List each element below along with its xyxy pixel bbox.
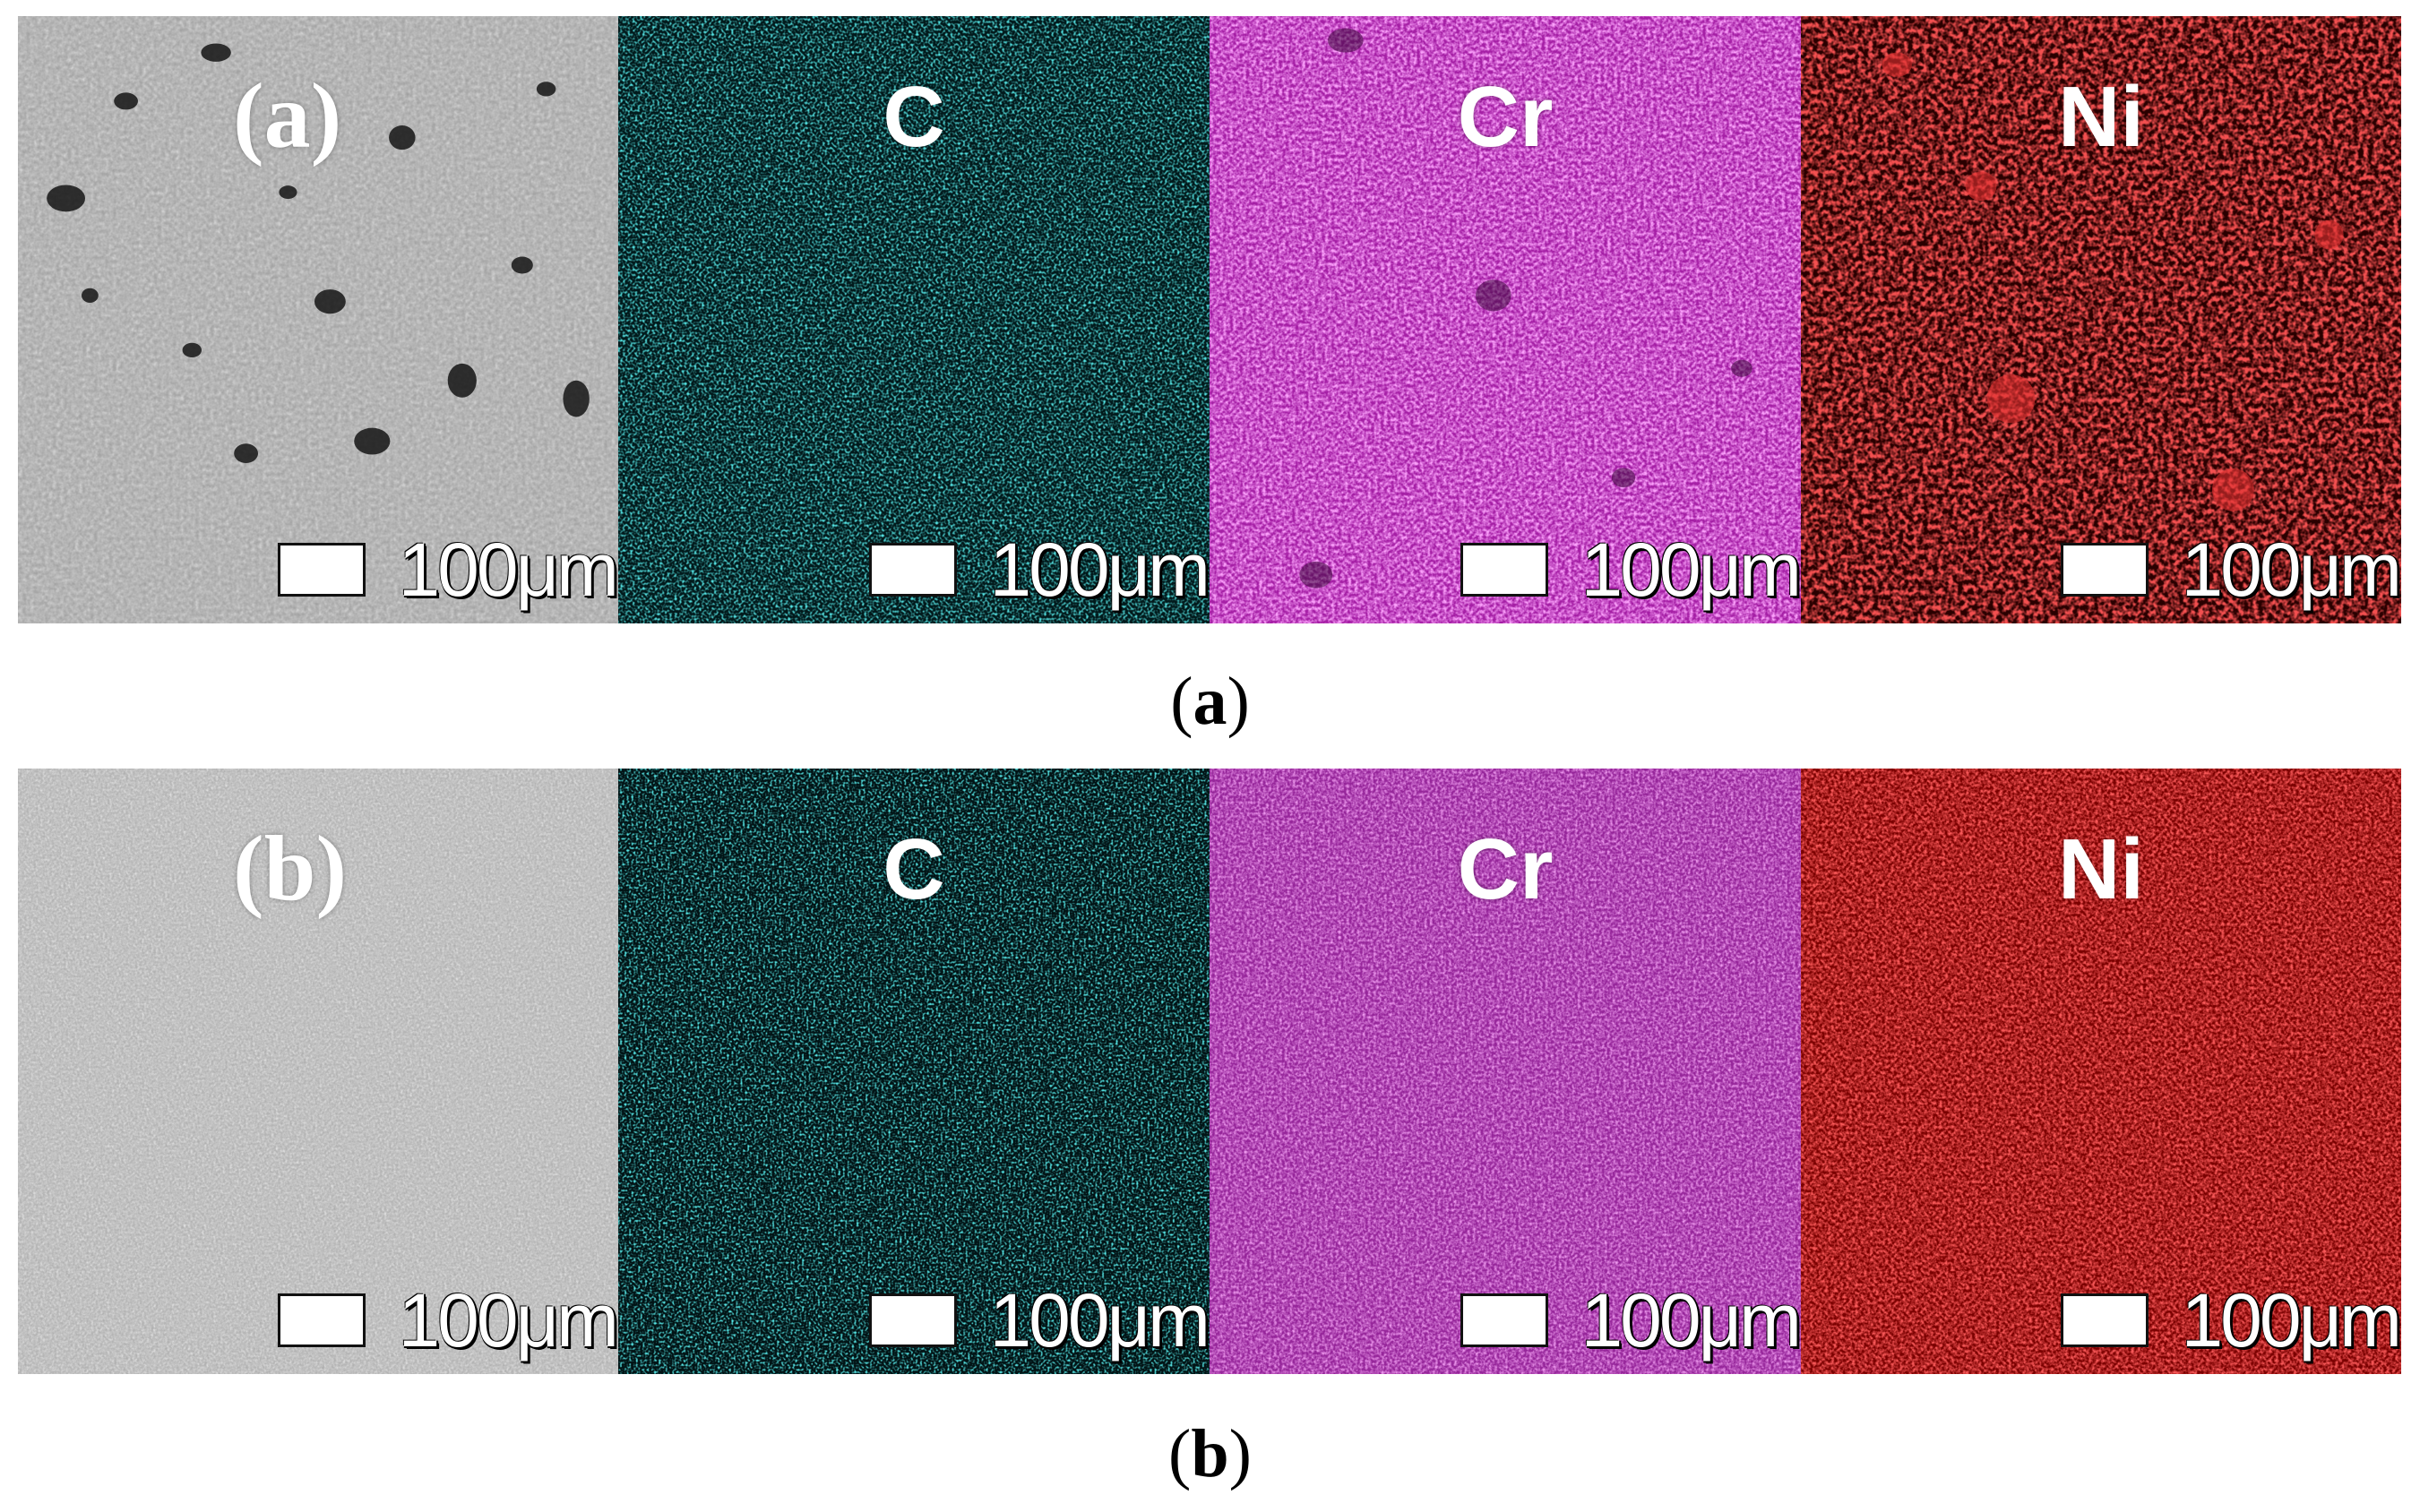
sem-texture	[18, 16, 618, 623]
scale-bar	[278, 543, 366, 597]
map-c-b: C 100μm	[618, 769, 1210, 1374]
caption-open: (	[1170, 664, 1193, 739]
panel-label: (b)	[233, 817, 348, 920]
panel-label: (a)	[233, 64, 342, 168]
scale-bar	[2061, 1293, 2149, 1347]
map-ni-b: Ni 100μm	[1801, 769, 2401, 1374]
chromium-map-texture	[1210, 769, 1801, 1374]
scale-bar	[1460, 543, 1549, 597]
scale-label: 100μm	[1580, 528, 1801, 612]
scale-label: 100μm	[989, 1278, 1210, 1362]
scale-bar-group: 100μm	[2061, 1283, 2401, 1358]
panel-label: Ni	[2058, 69, 2144, 165]
scale-bar-group: 100μm	[278, 532, 618, 607]
scale-bar	[869, 1293, 958, 1347]
caption-b: (b)	[0, 1420, 2420, 1488]
scale-label: 100μm	[2181, 1278, 2401, 1362]
caption-letter: b	[1191, 1416, 1229, 1491]
scale-bar	[2061, 543, 2149, 597]
panel-label: Cr	[1457, 821, 1554, 917]
caption-a: (a)	[0, 667, 2420, 735]
caption-letter: a	[1193, 664, 1227, 739]
panel-label: Ni	[2058, 821, 2144, 917]
scale-bar-group: 100μm	[278, 1283, 618, 1358]
map-cr-a: Cr 100μm	[1210, 16, 1801, 623]
scale-label: 100μm	[2181, 528, 2401, 612]
scale-bar-group: 100μm	[869, 1283, 1210, 1358]
caption-open: (	[1168, 1416, 1192, 1491]
scale-bar	[1460, 1293, 1549, 1347]
map-cr-b: Cr 100μm	[1210, 769, 1801, 1374]
sem-image-b: (b) 100μm	[18, 769, 618, 1374]
figure-row-b: (b) 100μm C 100μm	[18, 769, 2401, 1374]
caption-close: )	[1228, 1416, 1252, 1491]
panel-label: C	[883, 821, 945, 917]
map-c-a: C 100μm	[618, 16, 1210, 623]
scale-bar	[869, 543, 958, 597]
nickel-map-texture	[1801, 769, 2401, 1374]
scale-label: 100μm	[398, 1278, 618, 1362]
panel-label: Cr	[1457, 69, 1554, 165]
scale-label: 100μm	[989, 528, 1210, 612]
scale-bar-group: 100μm	[1460, 1283, 1801, 1358]
scale-bar-group: 100μm	[1460, 532, 1801, 607]
sem-image-a: (a) 100μm	[18, 16, 618, 623]
scale-bar	[278, 1293, 366, 1347]
carbon-map-texture	[618, 769, 1210, 1374]
caption-close: )	[1227, 664, 1250, 739]
sem-texture	[18, 769, 618, 1374]
carbon-map-texture	[618, 16, 1210, 623]
scale-bar-group: 100μm	[869, 532, 1210, 607]
chromium-map-texture	[1210, 16, 1801, 623]
panel-label: C	[883, 69, 945, 165]
scale-bar-group: 100μm	[2061, 532, 2401, 607]
nickel-map-texture	[1801, 16, 2401, 623]
figure-row-a: (a) 100μm C 100μm	[18, 16, 2401, 623]
map-ni-a: Ni 100μm	[1801, 16, 2401, 623]
scale-label: 100μm	[398, 528, 618, 612]
scale-label: 100μm	[1580, 1278, 1801, 1362]
